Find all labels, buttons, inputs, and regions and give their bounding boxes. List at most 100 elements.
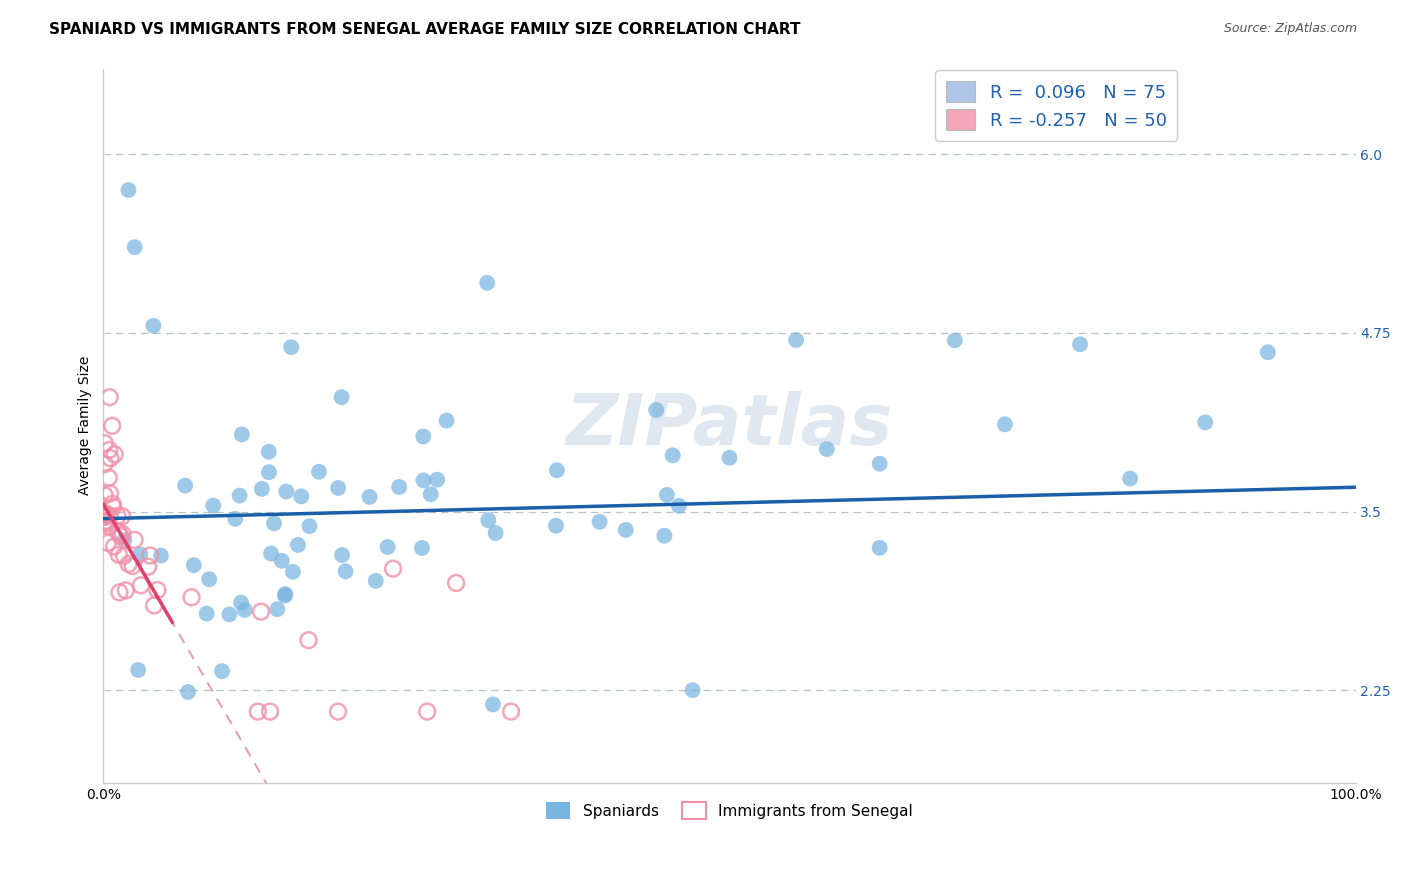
Point [335, 565, 357, 579]
Point [231, 427, 253, 442]
Point [298, 519, 321, 533]
Point [260, 547, 283, 561]
Point [129, 578, 152, 592]
Point [143, 599, 166, 613]
Point [183, 558, 205, 573]
Point [1119, 471, 1142, 485]
Point [815, 442, 838, 456]
Point [588, 515, 610, 529]
Point [129, 547, 152, 561]
Point [111, 509, 134, 524]
Point [117, 183, 139, 197]
Point [211, 664, 233, 678]
Point [97, 536, 120, 550]
Point [1194, 415, 1216, 429]
Point [276, 484, 298, 499]
Point [98, 486, 121, 500]
Point [112, 549, 135, 563]
Point [93, 515, 115, 529]
Point [655, 488, 678, 502]
Point [426, 473, 449, 487]
Point [1257, 345, 1279, 359]
Point [100, 451, 122, 466]
Point [266, 602, 288, 616]
Text: Source: ZipAtlas.com: Source: ZipAtlas.com [1223, 22, 1357, 36]
Point [544, 518, 567, 533]
Point [127, 663, 149, 677]
Point [250, 482, 273, 496]
Point [93, 509, 115, 524]
Point [93, 506, 115, 520]
Point [444, 576, 467, 591]
Point [274, 587, 297, 601]
Point [146, 583, 169, 598]
Point [117, 557, 139, 571]
Point [124, 533, 146, 547]
Point [377, 540, 399, 554]
Y-axis label: Average Family Size: Average Family Size [79, 356, 93, 495]
Point [308, 465, 330, 479]
Point [326, 705, 349, 719]
Point [112, 533, 135, 548]
Point [142, 318, 165, 333]
Point [177, 685, 200, 699]
Point [484, 526, 506, 541]
Point [661, 448, 683, 462]
Point [246, 705, 269, 719]
Point [124, 240, 146, 254]
Point [994, 417, 1017, 432]
Point [412, 429, 434, 443]
Point [287, 538, 309, 552]
Point [93, 457, 115, 471]
Point [198, 572, 221, 586]
Point [121, 559, 143, 574]
Point [718, 450, 741, 465]
Point [330, 390, 353, 404]
Point [297, 633, 319, 648]
Point [388, 480, 411, 494]
Point [682, 683, 704, 698]
Point [107, 509, 129, 524]
Point [110, 529, 132, 543]
Text: SPANIARD VS IMMIGRANTS FROM SENEGAL AVERAGE FAMILY SIZE CORRELATION CHART: SPANIARD VS IMMIGRANTS FROM SENEGAL AVER… [49, 22, 800, 37]
Point [195, 607, 218, 621]
Text: ZIPatlas: ZIPatlas [565, 392, 893, 460]
Point [174, 478, 197, 492]
Point [1069, 337, 1091, 351]
Point [546, 463, 568, 477]
Point [104, 447, 127, 461]
Point [359, 490, 381, 504]
Point [614, 523, 637, 537]
Point [257, 444, 280, 458]
Point [114, 583, 136, 598]
Point [98, 508, 121, 523]
Point [101, 497, 124, 511]
Point [101, 418, 124, 433]
Point [97, 516, 120, 531]
Point [475, 276, 498, 290]
Point [228, 489, 250, 503]
Point [412, 474, 434, 488]
Point [328, 481, 350, 495]
Point [330, 548, 353, 562]
Point [654, 529, 676, 543]
Point [229, 596, 252, 610]
Point [111, 527, 134, 541]
Point [499, 705, 522, 719]
Point [107, 524, 129, 539]
Point [149, 549, 172, 563]
Point [98, 442, 121, 457]
Legend: Spaniards, Immigrants from Senegal: Spaniards, Immigrants from Senegal [540, 796, 920, 825]
Point [419, 487, 441, 501]
Point [869, 541, 891, 555]
Point [93, 507, 115, 521]
Point [250, 605, 273, 619]
Point [98, 519, 121, 533]
Point [103, 540, 125, 554]
Point [645, 403, 668, 417]
Point [107, 548, 129, 562]
Point [477, 513, 499, 527]
Point [482, 698, 505, 712]
Point [416, 705, 439, 719]
Point [259, 705, 281, 719]
